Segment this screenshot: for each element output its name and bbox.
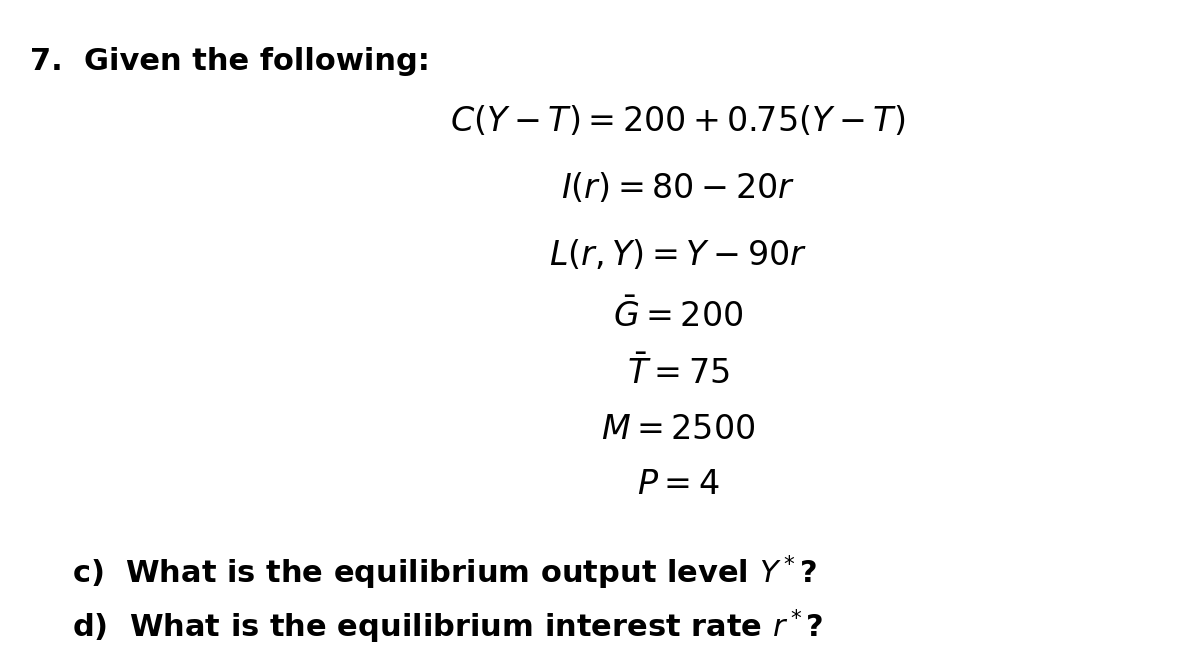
Text: $\bar{T} = 75$: $\bar{T} = 75$ (626, 356, 730, 391)
Text: 7.  Given the following:: 7. Given the following: (30, 47, 430, 76)
Text: $\bar{G} = 200$: $\bar{G} = 200$ (613, 299, 743, 334)
Text: $I(r) = 80 - 20r$: $I(r) = 80 - 20r$ (562, 171, 794, 205)
Text: $P = 4$: $P = 4$ (637, 468, 719, 501)
Text: c)  What is the equilibrium output level $Y^*$?: c) What is the equilibrium output level … (72, 554, 817, 592)
Text: $M = 2500$: $M = 2500$ (601, 413, 755, 446)
Text: $L(r, Y) = Y - 90r$: $L(r, Y) = Y - 90r$ (548, 238, 808, 272)
Text: d)  What is the equilibrium interest rate $r^*$?: d) What is the equilibrium interest rate… (72, 607, 823, 646)
Text: $C(Y - T) = 200 + 0.75(Y - T)$: $C(Y - T) = 200 + 0.75(Y - T)$ (450, 104, 906, 138)
